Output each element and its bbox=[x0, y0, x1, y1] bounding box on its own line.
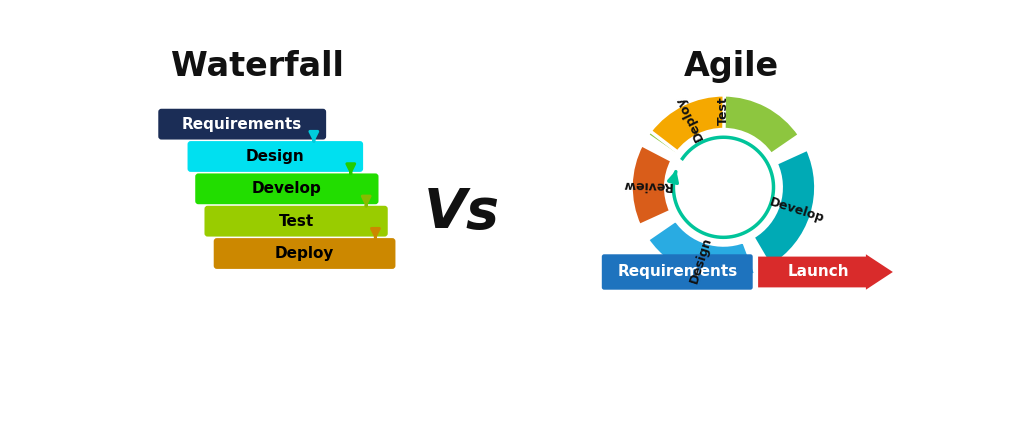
Text: Deploy: Deploy bbox=[274, 246, 334, 261]
Text: Test: Test bbox=[279, 214, 313, 229]
Text: Agile: Agile bbox=[684, 50, 778, 83]
Text: Waterfall: Waterfall bbox=[171, 50, 344, 83]
FancyBboxPatch shape bbox=[214, 238, 395, 269]
Text: Design: Design bbox=[246, 149, 305, 164]
Text: Launch: Launch bbox=[787, 264, 850, 280]
Text: Deploy: Deploy bbox=[674, 94, 707, 143]
FancyArrow shape bbox=[758, 254, 893, 290]
Text: Requirements: Requirements bbox=[617, 264, 737, 280]
Text: Review: Review bbox=[622, 178, 672, 193]
Wedge shape bbox=[753, 149, 816, 267]
Text: Vs: Vs bbox=[424, 186, 500, 240]
FancyBboxPatch shape bbox=[196, 173, 379, 204]
Text: Requirements: Requirements bbox=[182, 116, 302, 132]
Text: Develop: Develop bbox=[252, 181, 322, 196]
Wedge shape bbox=[647, 220, 756, 280]
Wedge shape bbox=[650, 95, 724, 152]
FancyBboxPatch shape bbox=[602, 254, 753, 290]
Wedge shape bbox=[631, 144, 672, 226]
FancyBboxPatch shape bbox=[205, 206, 388, 237]
Text: Design: Design bbox=[687, 235, 714, 285]
FancyBboxPatch shape bbox=[159, 109, 326, 139]
Wedge shape bbox=[647, 95, 800, 155]
Text: Develop: Develop bbox=[767, 196, 825, 225]
Text: Test: Test bbox=[717, 96, 730, 125]
FancyBboxPatch shape bbox=[187, 141, 364, 172]
